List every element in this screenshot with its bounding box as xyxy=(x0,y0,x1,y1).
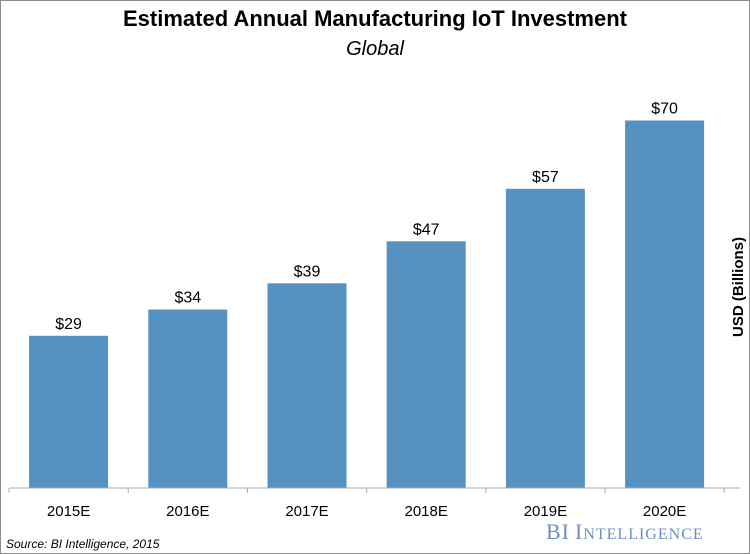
bar-2016E xyxy=(148,309,228,488)
x-tick-2017E: 2017E xyxy=(285,503,328,520)
chart-title: Estimated Annual Manufacturing IoT Inves… xyxy=(122,6,627,31)
x-tick-2015E: 2015E xyxy=(47,503,90,520)
bar-2015E xyxy=(29,335,109,489)
data-label-2019E: $57 xyxy=(532,169,559,186)
data-label-2016E: $34 xyxy=(174,290,201,307)
data-label-2020E: $70 xyxy=(651,101,678,118)
source-note: Source: BI Intelligence, 2015 xyxy=(6,537,160,551)
x-tick-2019E: 2019E xyxy=(524,503,567,520)
x-tick-2016E: 2016E xyxy=(166,503,209,520)
bar-2019E xyxy=(505,188,585,489)
brand-logo: BI INTELLIGENCE xyxy=(546,519,704,544)
x-tick-2020E: 2020E xyxy=(643,503,686,520)
y-axis-label: USD (Billions) xyxy=(730,237,747,337)
data-label-2018E: $47 xyxy=(413,221,440,238)
bar-2017E xyxy=(267,283,347,489)
x-ticks-group: 2015E 2016E 2017E 2018E 2019E 2020E xyxy=(8,488,725,520)
bars-group xyxy=(29,120,705,489)
bar-2018E xyxy=(386,241,466,489)
data-label-2017E: $39 xyxy=(294,263,321,280)
data-label-2015E: $29 xyxy=(55,316,82,333)
bar-2020E xyxy=(625,120,705,488)
chart-subtitle: Global xyxy=(346,38,404,60)
x-tick-2018E: 2018E xyxy=(405,503,448,520)
data-labels-group: $29 $34 $39 $47 $57 $70 xyxy=(55,101,678,333)
